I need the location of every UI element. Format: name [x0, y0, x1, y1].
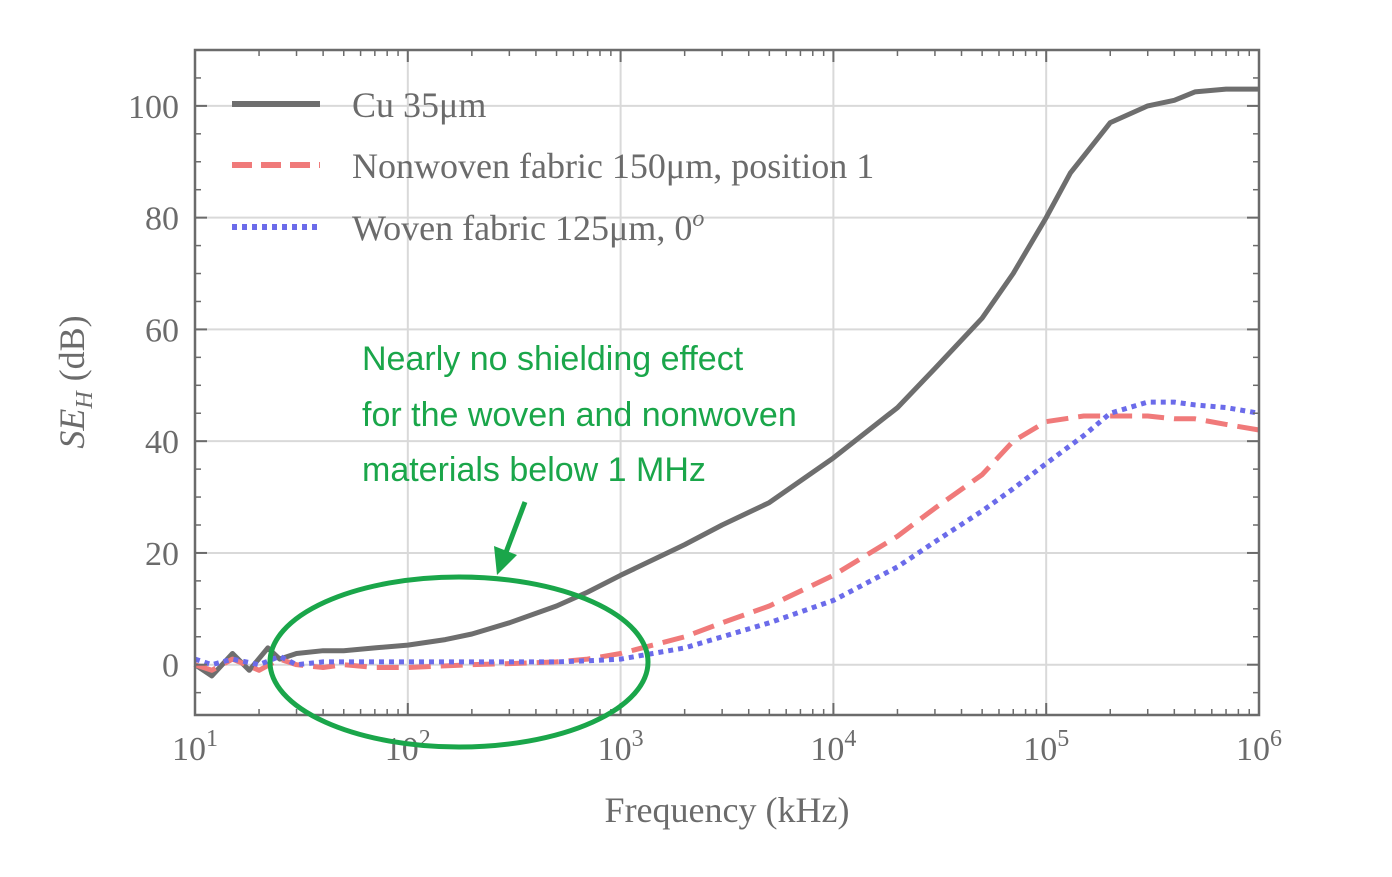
annotation-line-1: Nearly no shielding effect [362, 340, 744, 378]
plot-frame [193, 48, 1261, 717]
legend-label-cu: Cu 35μm [352, 85, 486, 125]
y-tick-label: 60 [145, 312, 179, 349]
x-tick-label: 106 [1236, 726, 1282, 768]
x-tick-label: 103 [598, 726, 644, 768]
ticks-layer: 101 102 103 104 105 106 0 20 40 60 80 100 [128, 50, 1282, 768]
legend-label-woven-text: Woven fabric 125μm, 0 [352, 208, 692, 248]
annotation: Nearly no shielding effect for the woven… [267, 340, 797, 750]
x-axis-label: Frequency (kHz) [605, 790, 850, 830]
y-axis-label: SEH (dB) [52, 315, 98, 448]
y-tick-label: 20 [145, 536, 179, 573]
legend: Cu 35μm Nonwoven fabric 150μm, position … [232, 85, 874, 248]
y-axis-label-main: SE [52, 409, 92, 449]
y-tick-label: 0 [162, 648, 179, 685]
y-tick-label: 80 [145, 201, 179, 238]
annotation-arrow-shaft [502, 501, 528, 556]
annotation-line-3: materials below 1 MHz [362, 451, 706, 489]
series-layer [193, 86, 1260, 679]
y-axis-label-sub: H [72, 390, 98, 410]
legend-label-woven-sup: o [692, 206, 704, 232]
x-tick-label: 102 [385, 726, 431, 768]
series-line-nonwoven [194, 413, 1260, 673]
x-tick-label: 101 [172, 726, 218, 768]
x-tick-label: 104 [810, 726, 856, 768]
x-tick-label: 105 [1023, 726, 1069, 768]
legend-label-nonwoven: Nonwoven fabric 150μm, position 1 [352, 146, 874, 186]
annotation-line-2: for the woven and nonwoven [362, 396, 797, 434]
annotation-ellipse [267, 574, 651, 750]
y-tick-label: 100 [128, 89, 179, 126]
annotation-arrow-head [494, 546, 517, 575]
series-line-cu [193, 86, 1259, 679]
y-axis-label-unit: (dB) [52, 315, 92, 381]
legend-label-woven: Woven fabric 125μm, 0o [352, 206, 704, 248]
y-tick-label: 40 [145, 424, 179, 461]
